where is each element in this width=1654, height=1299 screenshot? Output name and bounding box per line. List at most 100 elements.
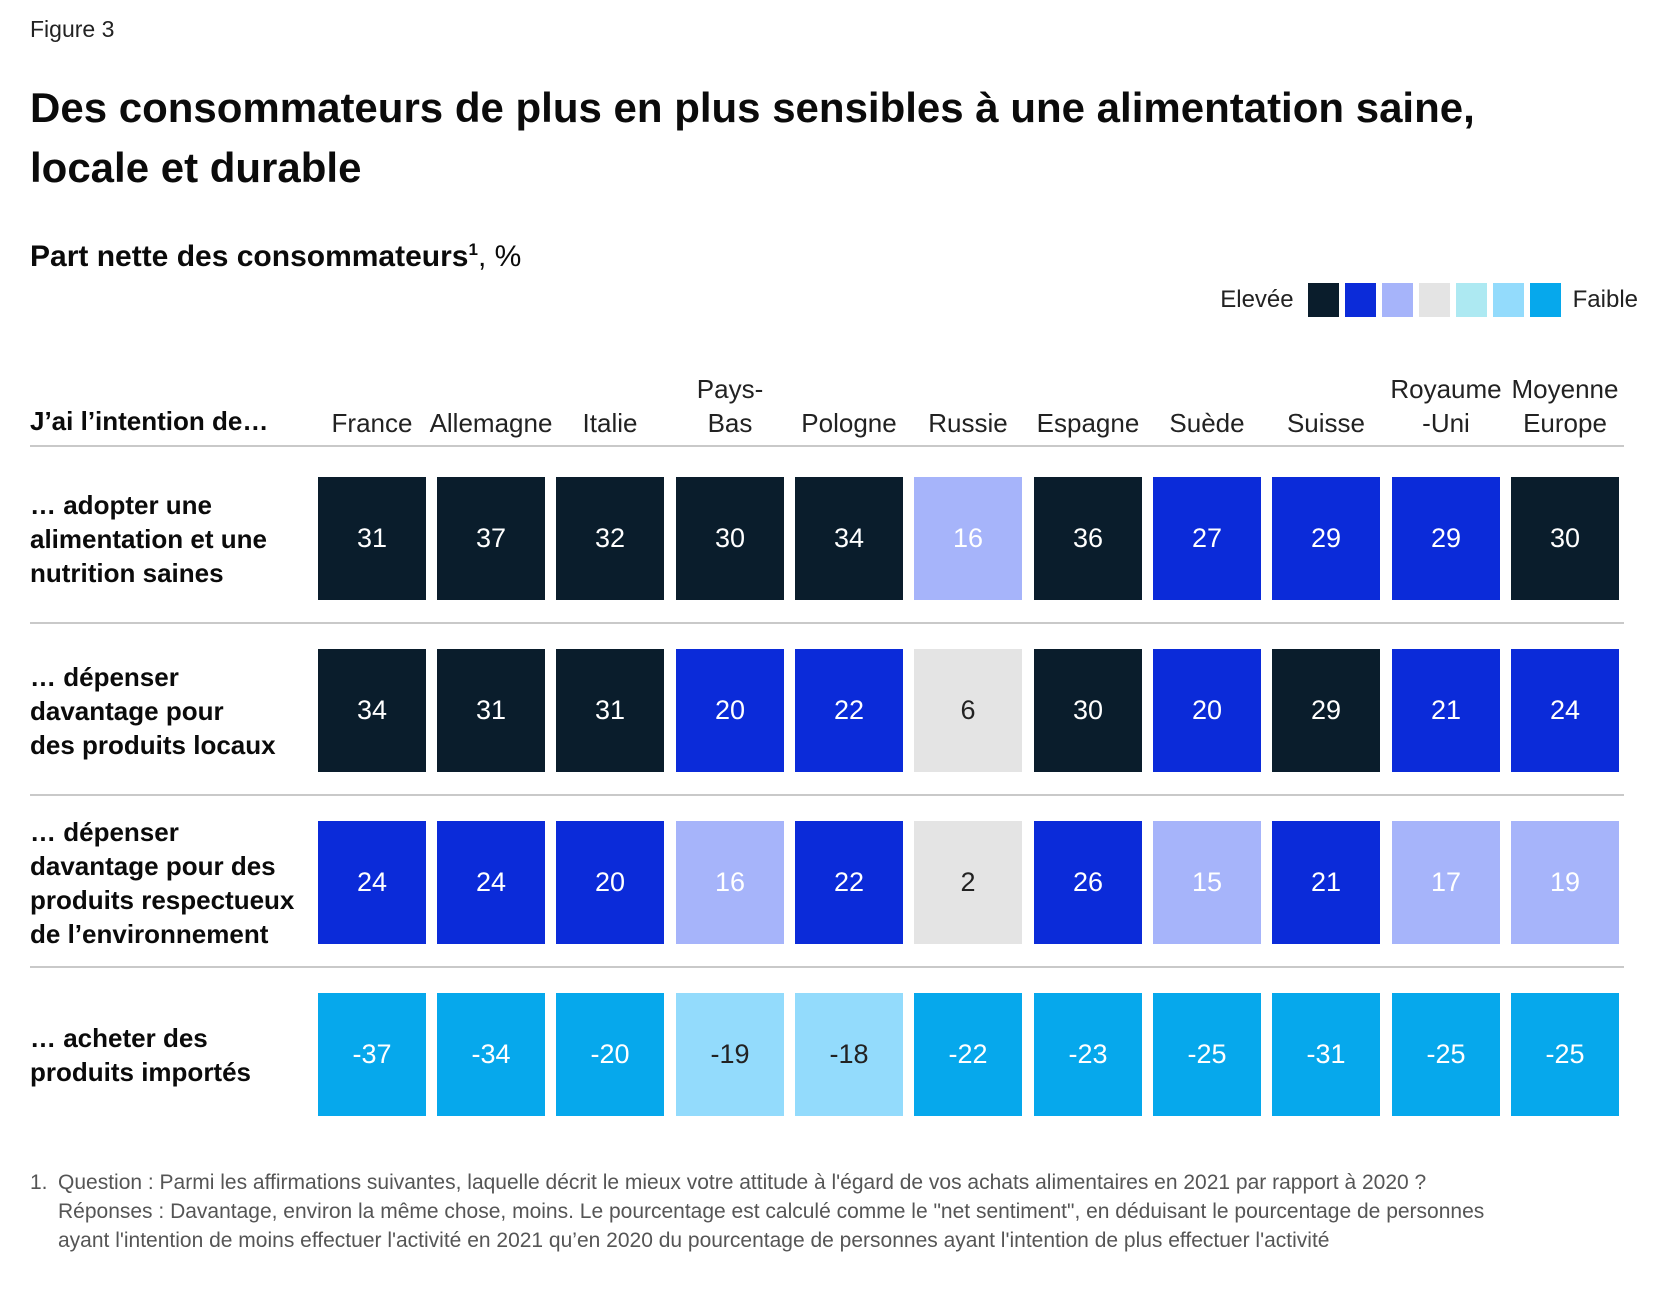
column-header: Suisse xyxy=(1261,406,1391,440)
legend-high-label: Elevée xyxy=(1220,286,1294,313)
heatmap-cell: 29 xyxy=(1392,477,1500,600)
legend-low-label: Faible xyxy=(1572,286,1638,313)
column-header: Suède xyxy=(1142,406,1272,440)
cell-value: 31 xyxy=(594,695,626,725)
heatmap-cell: -34 xyxy=(437,993,545,1116)
cell-value: 2 xyxy=(960,867,976,897)
row-label-line: des produits locaux xyxy=(30,729,276,760)
heatmap-cell: 16 xyxy=(914,477,1022,600)
heatmap-cell: 21 xyxy=(1272,821,1380,944)
column-header-line: Royaume xyxy=(1390,374,1502,404)
cell-value: 20 xyxy=(1191,695,1223,725)
heatmap-cell: 30 xyxy=(1034,649,1142,772)
heatmap-cell: -25 xyxy=(1511,993,1619,1116)
heatmap-cell: 34 xyxy=(795,477,903,600)
cell-value: 37 xyxy=(475,523,507,553)
heatmap-cell: 24 xyxy=(318,821,426,944)
heatmap-cell: 24 xyxy=(437,821,545,944)
row-divider xyxy=(30,622,1624,624)
heatmap-cell: 22 xyxy=(795,649,903,772)
cell-value: -37 xyxy=(352,1039,392,1069)
legend-swatch xyxy=(1529,283,1561,317)
row-label-line: de l’environnement xyxy=(30,918,269,949)
cell-value: 26 xyxy=(1072,867,1104,897)
cell-value: 19 xyxy=(1549,867,1581,897)
column-header: Pays- Bas xyxy=(665,372,795,440)
cell-value: 29 xyxy=(1310,695,1342,725)
cell-value: 21 xyxy=(1430,695,1462,725)
row-label-line: … dépenser xyxy=(30,816,179,847)
heatmap-cell: 29 xyxy=(1272,649,1380,772)
column-header: Espagne xyxy=(1023,406,1153,440)
cell-value: -18 xyxy=(829,1039,869,1069)
cell-value: -23 xyxy=(1068,1039,1108,1069)
heatmap-cell: 20 xyxy=(676,649,784,772)
column-header: Russie xyxy=(903,406,1033,440)
heatmap-cell: 20 xyxy=(556,821,664,944)
column-header: Moyenne Europe xyxy=(1500,372,1630,440)
cell-value: 32 xyxy=(594,523,626,553)
cell-value: 17 xyxy=(1430,867,1462,897)
row-label: … adopter une alimentation et une nutritio… xyxy=(30,488,320,590)
row-label: … dépenser davantage pour des produits loc… xyxy=(30,660,320,762)
chart-title: Des consommateurs de plus en plus sensib… xyxy=(30,84,1475,191)
row-label-line: produits importés xyxy=(30,1056,252,1087)
footnote-line: Réponses : Davantage, environ la même ch… xyxy=(58,1200,1485,1223)
heatmap-cell: -18 xyxy=(795,993,903,1116)
row-divider xyxy=(30,445,1624,447)
column-header: France xyxy=(307,406,437,440)
heatmap-cell: 29 xyxy=(1272,477,1380,600)
column-header-line: -Uni xyxy=(1422,408,1470,438)
legend: Elevée Faible xyxy=(1220,283,1638,317)
footnote-number: 1. xyxy=(30,1171,48,1194)
row-label: … acheter des produits importés xyxy=(30,1021,320,1089)
cell-value: 30 xyxy=(1072,695,1104,725)
column-header-line: Suède xyxy=(1169,408,1245,438)
heatmap-cell: 15 xyxy=(1153,821,1261,944)
subtitle-unit: , % xyxy=(477,240,522,273)
figure-label: Figure 3 xyxy=(30,16,115,42)
heatmap-cell: 21 xyxy=(1392,649,1500,772)
column-header-line: Italie xyxy=(582,408,638,438)
heatmap-cell: 30 xyxy=(676,477,784,600)
cell-value: 16 xyxy=(714,867,746,897)
footnote: 1. Question : Parmi les affirmations sui… xyxy=(30,1168,1630,1255)
legend-swatch xyxy=(1418,283,1450,317)
heatmap-cell: -25 xyxy=(1392,993,1500,1116)
cell-value: 6 xyxy=(960,695,976,725)
column-header-line: Moyenne xyxy=(1511,374,1619,404)
cell-value: 34 xyxy=(833,523,865,553)
cell-value: 20 xyxy=(714,695,746,725)
cell-value: -31 xyxy=(1306,1039,1346,1069)
heatmap-cell: -23 xyxy=(1034,993,1142,1116)
heatmap-cell: 31 xyxy=(556,649,664,772)
chart-subtitle: Part nette des consommateurs1, % xyxy=(30,240,521,274)
heatmap-cell: -19 xyxy=(676,993,784,1116)
subtitle-main: Part nette des consommateurs xyxy=(30,240,469,273)
cell-value: 20 xyxy=(594,867,626,897)
column-header-line: Pays- xyxy=(696,374,764,404)
heatmap-cell: 20 xyxy=(1153,649,1261,772)
column-header: Allemagne xyxy=(426,406,556,440)
column-header-line: Bas xyxy=(707,408,753,438)
cell-value: 16 xyxy=(952,523,984,553)
heatmap-cell: 22 xyxy=(795,821,903,944)
heatmap-cell: 34 xyxy=(318,649,426,772)
legend-swatch xyxy=(1381,283,1413,317)
heatmap-cell: -22 xyxy=(914,993,1022,1116)
column-header-line: Allemagne xyxy=(429,408,553,438)
cell-value: -34 xyxy=(471,1039,511,1069)
heatmap-cell: -31 xyxy=(1272,993,1380,1116)
cell-value: -19 xyxy=(710,1039,750,1069)
cell-value: 29 xyxy=(1430,523,1462,553)
cell-value: -22 xyxy=(948,1039,988,1069)
row-divider xyxy=(30,966,1624,968)
cell-value: -20 xyxy=(590,1039,630,1069)
cell-value: -25 xyxy=(1426,1039,1466,1069)
heatmap-cell: 2 xyxy=(914,821,1022,944)
heatmap-cell: -37 xyxy=(318,993,426,1116)
cell-value: 24 xyxy=(1549,695,1581,725)
column-header-line: France xyxy=(331,408,413,438)
cell-value: 22 xyxy=(833,867,865,897)
row-label-line: nutrition saines xyxy=(30,557,224,588)
